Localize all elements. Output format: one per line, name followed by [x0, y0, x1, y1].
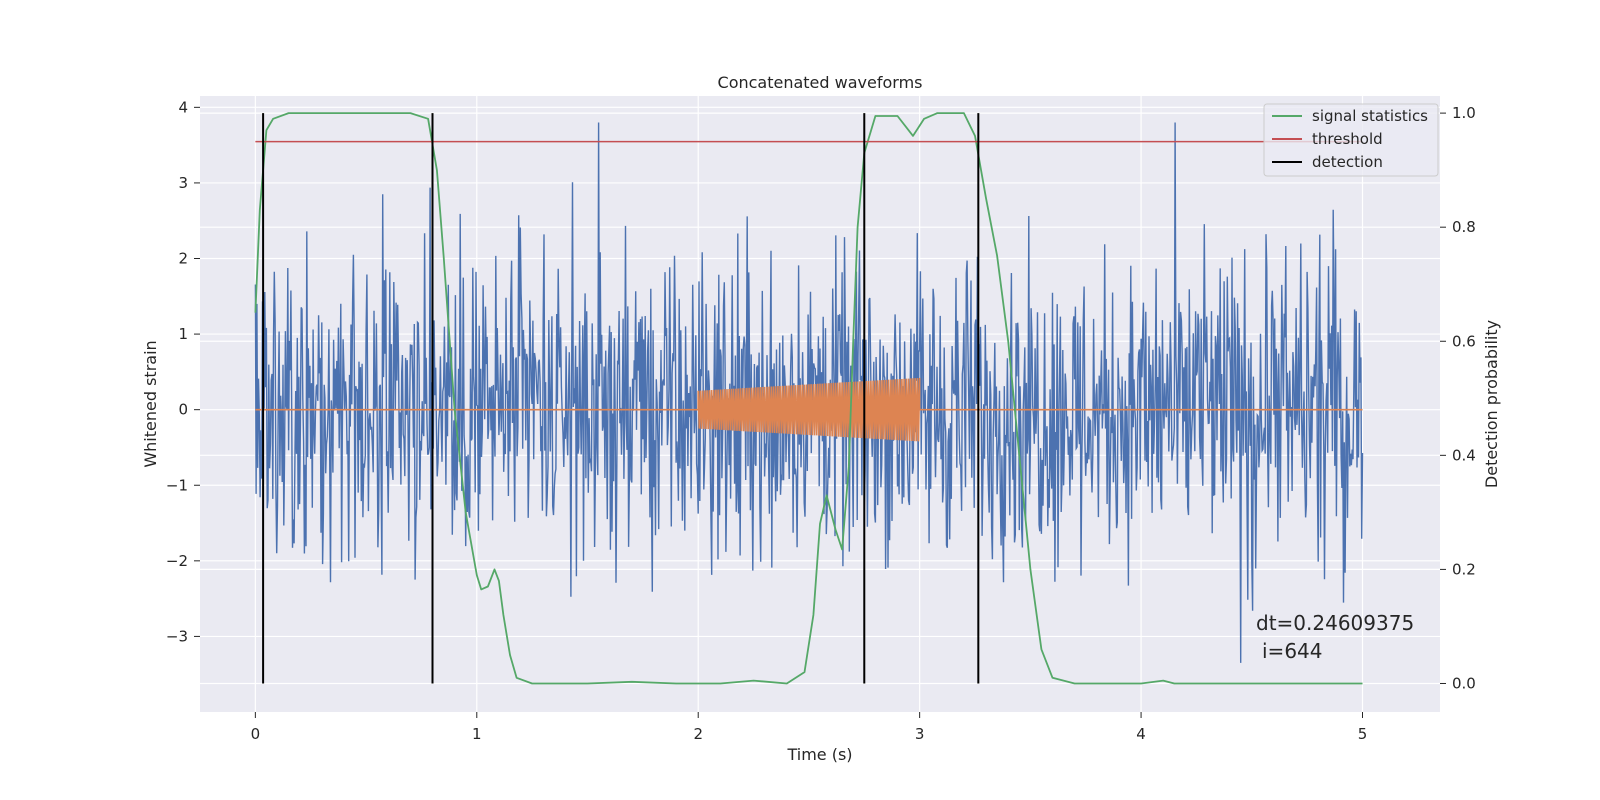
signal-statistics-series	[254, 112, 1363, 685]
x-tick-label: 1	[472, 725, 482, 743]
injected-signal-series	[255, 377, 1363, 442]
injected-signal-line	[255, 377, 1363, 442]
x-tick-label: 4	[1136, 725, 1146, 743]
y2-tick-label: 1.0	[1452, 104, 1476, 122]
y-tick-label: 0	[178, 401, 188, 419]
y2-axis-label: Detection probability	[1482, 320, 1501, 488]
y-tick-label: 2	[178, 250, 188, 268]
y2-ticks: 0.0 0.2 0.4 0.6 0.8 1.0	[1440, 104, 1476, 692]
y-tick-label: −3	[166, 627, 188, 645]
legend-label-detection: detection	[1312, 153, 1383, 171]
legend-box	[1263, 103, 1439, 177]
signal-statistics-line	[254, 112, 1363, 685]
detection-lines	[262, 113, 980, 684]
legend: signal statistics threshold detection	[1263, 103, 1439, 177]
x-tick-label: 0	[251, 725, 261, 743]
y-tick-label: 4	[178, 98, 188, 116]
annotation-i: i=644	[1262, 639, 1323, 663]
legend-label-signal-statistics: signal statistics	[1312, 107, 1428, 125]
x-axis-label: Time (s)	[786, 745, 852, 764]
y-tick-label: −2	[166, 552, 188, 570]
y2-tick-label: 0.4	[1452, 446, 1476, 464]
y2-tick-label: 0.8	[1452, 218, 1476, 236]
x-tick-label: 3	[915, 725, 925, 743]
x-tick-label: 2	[693, 725, 703, 743]
chart-title: Concatenated waveforms	[718, 73, 923, 92]
y-ticks: −3 −2 −1 0 1 2 3 4	[166, 98, 200, 645]
y-tick-label: −1	[166, 476, 188, 494]
x-tick-label: 5	[1358, 725, 1368, 743]
y-axis-label: Whitened strain	[141, 340, 160, 467]
y-tick-label: 1	[178, 325, 188, 343]
annotation-dt: dt=0.24609375	[1256, 611, 1414, 635]
x-ticks: 0 1 2 3 4 5	[251, 712, 1368, 743]
y2-grid	[200, 112, 1440, 685]
y2-tick-label: 0.0	[1452, 674, 1476, 692]
legend-label-threshold: threshold	[1312, 130, 1383, 148]
y-tick-label: 3	[178, 174, 188, 192]
y2-tick-label: 0.2	[1452, 560, 1476, 578]
y2-tick-label: 0.6	[1452, 332, 1476, 350]
